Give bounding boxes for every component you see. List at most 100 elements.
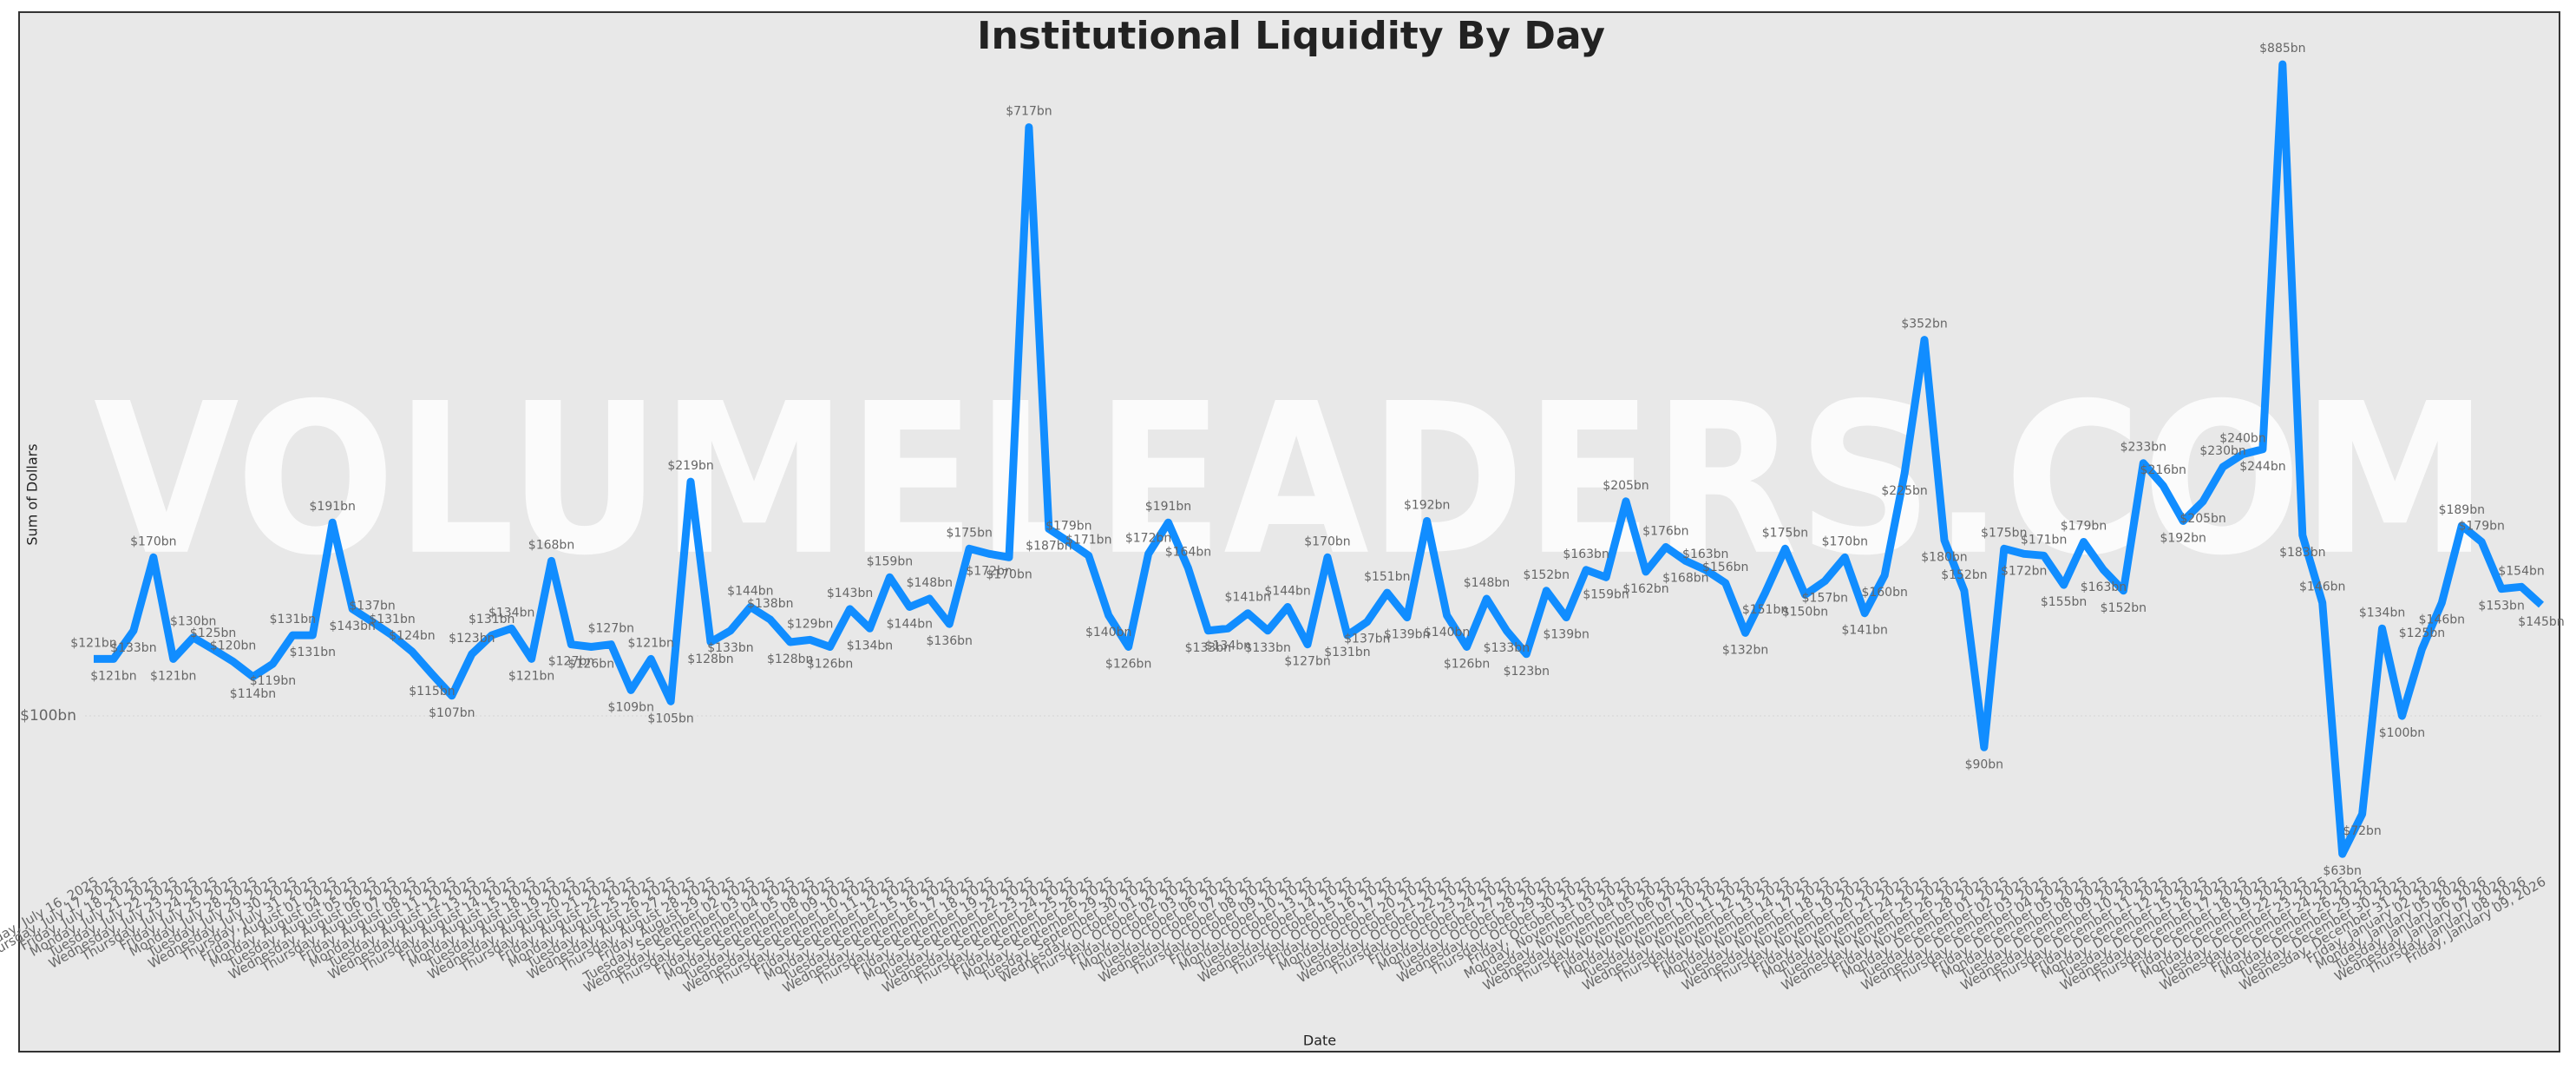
- data-label: $175bn: [1981, 526, 2027, 540]
- data-label: $124bn: [389, 629, 435, 643]
- data-label: $170bn: [1304, 534, 1350, 548]
- data-label: $192bn: [1404, 498, 1450, 512]
- data-label: $133bn: [1185, 641, 1231, 655]
- data-label: $205bn: [2179, 512, 2225, 526]
- data-label: $125bn: [2399, 626, 2445, 640]
- data-label: $126bn: [1105, 657, 1151, 671]
- watermark: VOLUMELEADERS.COM: [94, 358, 2488, 601]
- y-axis-label: Sum of Dollars: [24, 443, 41, 545]
- data-label: $183bn: [2279, 546, 2325, 560]
- data-label: $157bn: [1802, 592, 1848, 606]
- data-label: $121bn: [150, 669, 196, 683]
- data-label: $179bn: [2061, 520, 2107, 534]
- data-label: $131bn: [290, 646, 336, 659]
- data-label: $127bn: [548, 655, 594, 669]
- data-label: $131bn: [1324, 646, 1370, 659]
- data-label: $176bn: [1642, 524, 1688, 538]
- data-label: $146bn: [2419, 613, 2465, 627]
- data-label: $191bn: [1145, 500, 1191, 514]
- chart-title: Institutional Liquidity By Day: [977, 14, 1605, 58]
- data-label: $138bn: [747, 597, 793, 611]
- data-label: $191bn: [310, 500, 356, 514]
- data-label: $134bn: [847, 639, 893, 653]
- data-label: $134bn: [1205, 639, 1251, 653]
- data-label: $180bn: [1921, 551, 1967, 565]
- data-label: $141bn: [1225, 591, 1271, 605]
- data-label: $134bn: [2359, 606, 2405, 620]
- data-label: $175bn: [1762, 526, 1808, 540]
- data-label: $136bn: [927, 634, 973, 648]
- data-label: $128bn: [767, 653, 813, 666]
- data-label: $156bn: [1702, 561, 1748, 574]
- data-label: $162bn: [1622, 582, 1668, 596]
- data-label: $63bn: [2323, 864, 2361, 878]
- data-label: $168bn: [1662, 571, 1708, 585]
- data-label: $133bn: [110, 641, 156, 655]
- data-label: $163bn: [2081, 580, 2127, 594]
- y-tick-label: $100bn: [20, 707, 76, 725]
- data-label: $72bn: [2343, 824, 2381, 838]
- data-label: $143bn: [827, 587, 873, 600]
- data-label: $107bn: [429, 706, 475, 720]
- data-label: $171bn: [2021, 533, 2067, 547]
- data-label: $123bn: [449, 632, 495, 646]
- data-label: $140bn: [1424, 626, 1470, 639]
- data-label: $131bn: [270, 613, 316, 626]
- data-label: $145bn: [2518, 615, 2564, 629]
- data-label: $132bn: [1722, 643, 1768, 657]
- data-label: $179bn: [1045, 520, 1091, 534]
- data-label: $352bn: [1901, 318, 1947, 331]
- data-label: $137bn: [1344, 633, 1390, 646]
- data-label: $152bn: [2101, 601, 2147, 615]
- line: [94, 60, 2545, 858]
- data-label: $133bn: [707, 641, 753, 655]
- data-label: $139bn: [1384, 628, 1430, 642]
- data-label: $126bn: [807, 657, 853, 671]
- data-label: $152bn: [1524, 568, 1570, 582]
- data-label: $139bn: [1543, 628, 1589, 642]
- data-label: $192bn: [2160, 531, 2206, 545]
- data-label: $141bn: [1842, 624, 1888, 638]
- data-label: $240bn: [2219, 432, 2265, 446]
- data-label: $163bn: [1563, 548, 1609, 561]
- data-label: $130bn: [170, 615, 216, 629]
- data-label: $160bn: [1861, 586, 1907, 600]
- data-label: $225bn: [1881, 484, 1927, 498]
- data-label: $171bn: [1065, 533, 1111, 547]
- data-label: $153bn: [2478, 600, 2524, 613]
- data-label: $151bn: [1364, 570, 1410, 584]
- data-label: $244bn: [2239, 460, 2285, 474]
- data-label: $164bn: [1165, 546, 1211, 560]
- data-label: $133bn: [1484, 641, 1530, 655]
- data-label: $170bn: [1822, 534, 1868, 548]
- data-label: $144bn: [1264, 584, 1310, 598]
- data-label: $121bn: [70, 636, 116, 650]
- data-label: $134bn: [488, 606, 534, 620]
- data-label: $154bn: [2498, 564, 2544, 578]
- data-label: $125bn: [190, 626, 236, 640]
- data-label: $144bn: [887, 617, 933, 631]
- data-label: $146bn: [2299, 580, 2345, 594]
- data-label: $90bn: [1965, 757, 2003, 771]
- data-label: $115bn: [409, 685, 455, 698]
- data-label: $152bn: [1941, 568, 1987, 582]
- data-label: $155bn: [2041, 595, 2087, 609]
- data-label: $127bn: [1284, 655, 1330, 669]
- data-label: $140bn: [1085, 626, 1131, 639]
- data-label: $129bn: [787, 617, 833, 631]
- data-label: $119bn: [250, 674, 296, 688]
- data-label: $121bn: [90, 669, 136, 683]
- data-label: $148bn: [1464, 576, 1510, 590]
- data-label: $151bn: [1742, 603, 1788, 617]
- data-label: $131bn: [369, 613, 415, 626]
- data-label: $143bn: [329, 620, 375, 633]
- data-label: $175bn: [946, 526, 992, 540]
- data-label: $148bn: [907, 576, 953, 590]
- data-label: $109bn: [608, 700, 654, 714]
- data-label: $100bn: [2379, 726, 2425, 740]
- data-label: $172bn: [2001, 564, 2047, 578]
- data-label: $163bn: [1682, 548, 1728, 561]
- data-label: $885bn: [2259, 42, 2305, 56]
